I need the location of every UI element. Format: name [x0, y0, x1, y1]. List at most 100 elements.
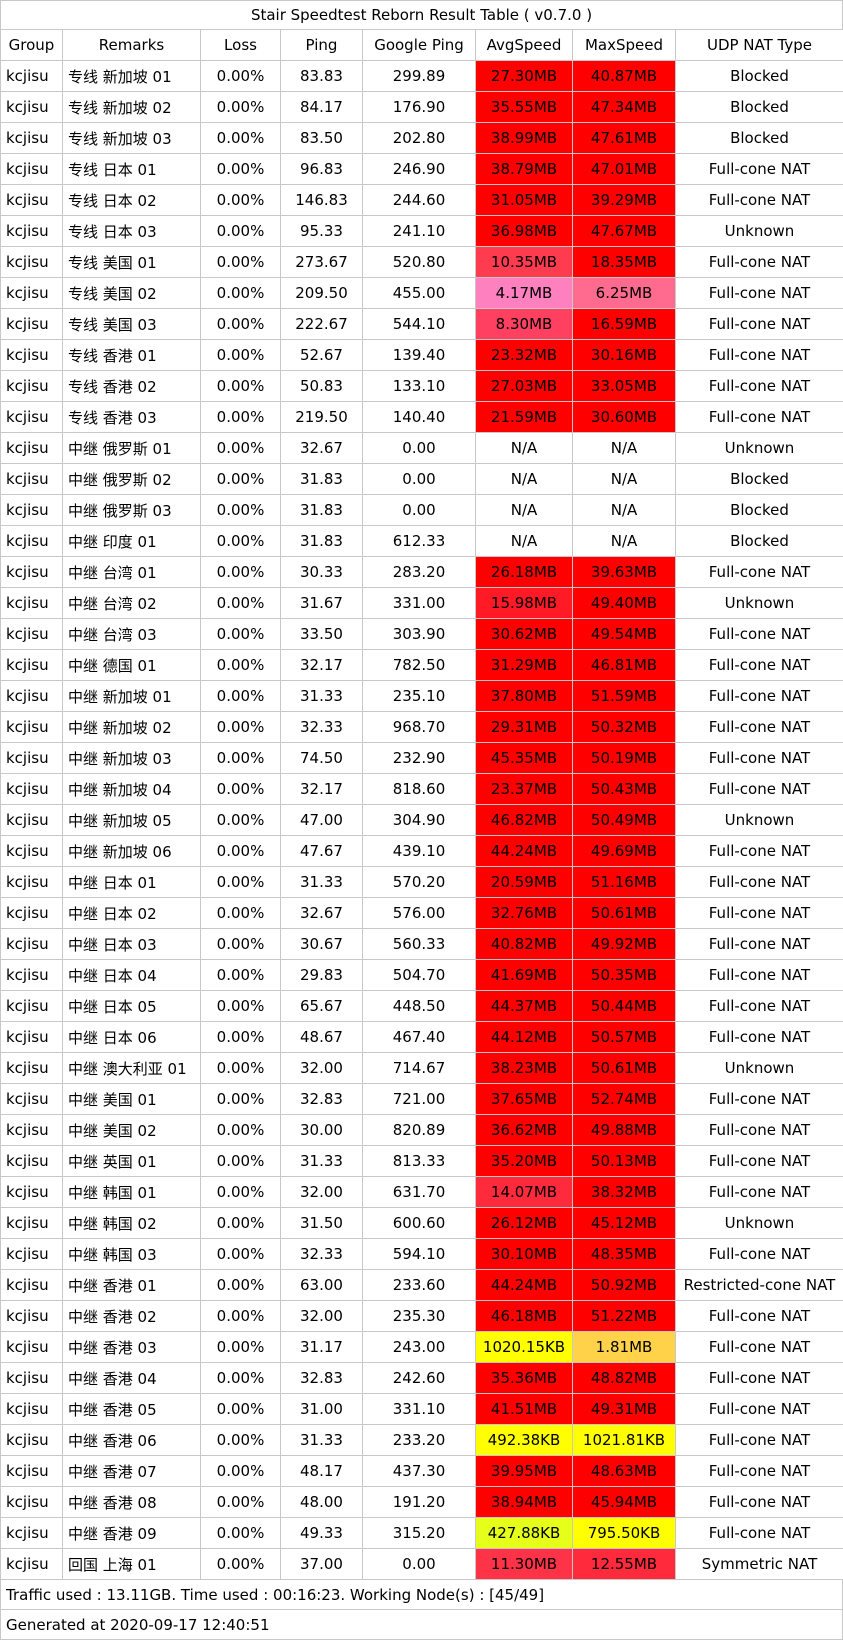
remarks-cell: 中继 韩国 02 — [63, 1208, 201, 1239]
avg-speed-cell: 36.98MB — [476, 216, 573, 247]
avg-speed-cell: 21.59MB — [476, 402, 573, 433]
google-ping-cell: 600.60 — [363, 1208, 476, 1239]
udp-nat-type-cell: Full-cone NAT — [676, 1394, 843, 1425]
google-ping-cell: 299.89 — [363, 61, 476, 92]
ping-cell: 31.50 — [281, 1208, 363, 1239]
udp-nat-type-cell: Blocked — [676, 464, 843, 495]
avg-speed-cell: 27.03MB — [476, 371, 573, 402]
remarks-cell: 中继 日本 03 — [63, 929, 201, 960]
udp-nat-type-cell: Full-cone NAT — [676, 867, 843, 898]
result-table: Group Remarks Loss Ping Google Ping AvgS… — [0, 29, 843, 1580]
google-ping-cell: 241.10 — [363, 216, 476, 247]
google-ping-cell: 437.30 — [363, 1456, 476, 1487]
max-speed-cell: 49.54MB — [573, 619, 676, 650]
ping-cell: 47.00 — [281, 805, 363, 836]
loss-cell: 0.00% — [201, 898, 281, 929]
max-speed-cell: N/A — [573, 433, 676, 464]
ping-cell: 31.33 — [281, 867, 363, 898]
loss-cell: 0.00% — [201, 712, 281, 743]
ping-cell: 273.67 — [281, 247, 363, 278]
group-cell: kcjisu — [1, 1332, 63, 1363]
max-speed-cell: 47.34MB — [573, 92, 676, 123]
udp-nat-type-cell: Full-cone NAT — [676, 650, 843, 681]
avg-speed-cell: 40.82MB — [476, 929, 573, 960]
group-cell: kcjisu — [1, 836, 63, 867]
remarks-cell: 中继 印度 01 — [63, 526, 201, 557]
remarks-cell: 专线 美国 01 — [63, 247, 201, 278]
max-speed-cell: 50.43MB — [573, 774, 676, 805]
udp-nat-type-cell: Full-cone NAT — [676, 340, 843, 371]
group-cell: kcjisu — [1, 1394, 63, 1425]
loss-cell: 0.00% — [201, 650, 281, 681]
remarks-cell: 专线 新加坡 03 — [63, 123, 201, 154]
udp-nat-type-cell: Full-cone NAT — [676, 1146, 843, 1177]
udp-nat-type-cell: Restricted-cone NAT — [676, 1270, 843, 1301]
ping-cell: 52.67 — [281, 340, 363, 371]
group-cell: kcjisu — [1, 1208, 63, 1239]
remarks-cell: 专线 香港 02 — [63, 371, 201, 402]
remarks-cell: 中继 日本 05 — [63, 991, 201, 1022]
group-cell: kcjisu — [1, 154, 63, 185]
loss-cell: 0.00% — [201, 309, 281, 340]
avg-speed-cell: N/A — [476, 433, 573, 464]
group-cell: kcjisu — [1, 433, 63, 464]
google-ping-cell: 631.70 — [363, 1177, 476, 1208]
remarks-cell: 中继 香港 04 — [63, 1363, 201, 1394]
remarks-cell: 中继 香港 06 — [63, 1425, 201, 1456]
ping-cell: 65.67 — [281, 991, 363, 1022]
avg-speed-cell: 11.30MB — [476, 1549, 573, 1580]
avg-speed-cell: 44.24MB — [476, 1270, 573, 1301]
avg-speed-cell: 38.79MB — [476, 154, 573, 185]
group-cell: kcjisu — [1, 309, 63, 340]
loss-cell: 0.00% — [201, 1549, 281, 1580]
max-speed-cell: N/A — [573, 495, 676, 526]
max-speed-cell: 49.69MB — [573, 836, 676, 867]
loss-cell: 0.00% — [201, 1301, 281, 1332]
avg-speed-cell: 44.37MB — [476, 991, 573, 1022]
group-cell: kcjisu — [1, 991, 63, 1022]
google-ping-cell: 0.00 — [363, 464, 476, 495]
table-header: Group Remarks Loss Ping Google Ping AvgS… — [1, 30, 843, 61]
remarks-cell: 中继 俄罗斯 02 — [63, 464, 201, 495]
group-cell: kcjisu — [1, 1239, 63, 1270]
google-ping-cell: 315.20 — [363, 1518, 476, 1549]
udp-nat-type-cell: Full-cone NAT — [676, 402, 843, 433]
table-title: Stair Speedtest Reborn Result Table ( v0… — [0, 0, 843, 29]
google-ping-cell: 560.33 — [363, 929, 476, 960]
remarks-cell: 中继 韩国 01 — [63, 1177, 201, 1208]
max-speed-cell: 50.92MB — [573, 1270, 676, 1301]
max-speed-cell: 45.94MB — [573, 1487, 676, 1518]
max-speed-cell: 52.74MB — [573, 1084, 676, 1115]
udp-nat-type-cell: Full-cone NAT — [676, 1239, 843, 1270]
loss-cell: 0.00% — [201, 495, 281, 526]
loss-cell: 0.00% — [201, 557, 281, 588]
group-cell: kcjisu — [1, 371, 63, 402]
loss-cell: 0.00% — [201, 929, 281, 960]
remarks-cell: 专线 新加坡 01 — [63, 61, 201, 92]
google-ping-cell: 233.20 — [363, 1425, 476, 1456]
google-ping-cell: 303.90 — [363, 619, 476, 650]
max-speed-cell: 51.16MB — [573, 867, 676, 898]
remarks-cell: 中继 新加坡 05 — [63, 805, 201, 836]
group-cell: kcjisu — [1, 588, 63, 619]
remarks-cell: 回国 上海 01 — [63, 1549, 201, 1580]
group-cell: kcjisu — [1, 278, 63, 309]
ping-cell: 37.00 — [281, 1549, 363, 1580]
loss-cell: 0.00% — [201, 743, 281, 774]
group-cell: kcjisu — [1, 402, 63, 433]
udp-nat-type-cell: Blocked — [676, 526, 843, 557]
remarks-cell: 专线 美国 02 — [63, 278, 201, 309]
ping-cell: 50.83 — [281, 371, 363, 402]
header-max-speed: MaxSpeed — [573, 30, 676, 61]
max-speed-cell: 47.61MB — [573, 123, 676, 154]
udp-nat-type-cell: Full-cone NAT — [676, 1425, 843, 1456]
max-speed-cell: 49.31MB — [573, 1394, 676, 1425]
remarks-cell: 中继 日本 02 — [63, 898, 201, 929]
